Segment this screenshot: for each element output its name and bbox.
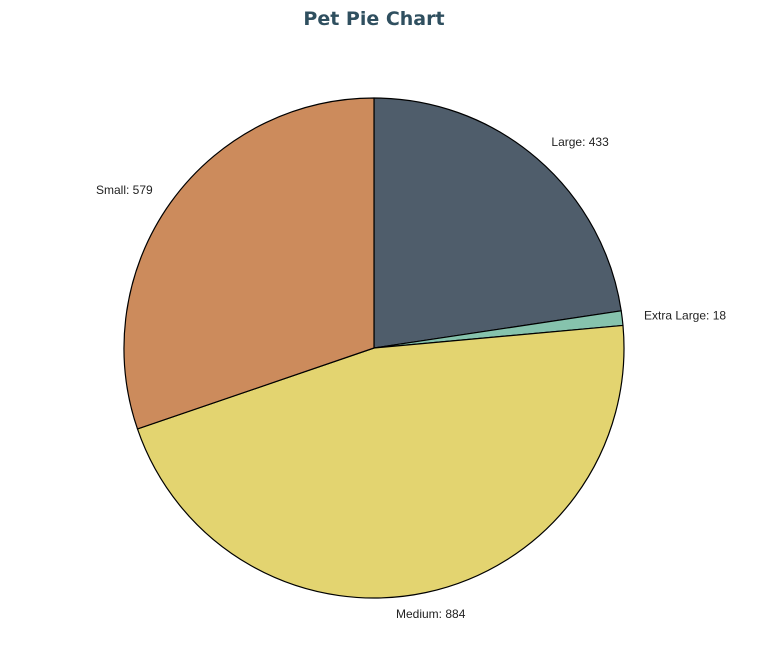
pie-slice-small[interactable] bbox=[123, 97, 375, 430]
pie-slice-large[interactable] bbox=[373, 97, 622, 349]
pie-labels: Large: 433 Extra Large: 18 Medium: 884 Smal… bbox=[96, 135, 726, 621]
pie-slices bbox=[123, 97, 625, 599]
pie-label-small: Small: 579 bbox=[96, 183, 153, 197]
chart-title: Pet Pie Chart bbox=[303, 8, 445, 30]
pie-label-medium: Medium: 884 bbox=[396, 607, 466, 621]
pie-slice-medium[interactable] bbox=[136, 324, 625, 599]
pie-label-extra-large: Extra Large: 18 bbox=[644, 309, 726, 323]
pie-label-large: Large: 433 bbox=[551, 135, 609, 149]
